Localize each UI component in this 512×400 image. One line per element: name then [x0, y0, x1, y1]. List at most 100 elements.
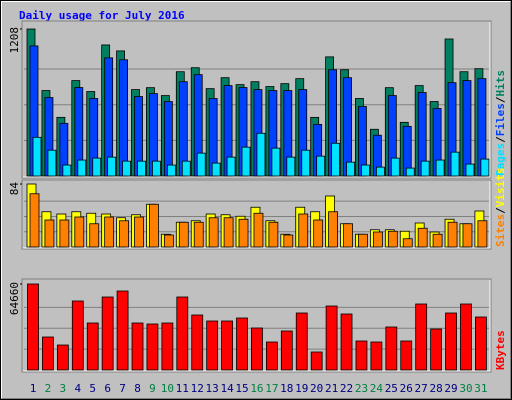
x-tick-label: 20	[310, 382, 323, 395]
bar	[146, 323, 159, 371]
bar	[430, 328, 443, 371]
x-tick-label: 30	[459, 382, 472, 395]
panel-bevel	[23, 280, 491, 372]
bar	[420, 160, 430, 177]
bar	[166, 164, 176, 177]
panel-bevel	[23, 181, 491, 249]
bar	[161, 322, 174, 371]
bar	[387, 230, 398, 248]
bar	[101, 296, 114, 371]
y-tick-label: 84	[8, 182, 21, 196]
x-tick-label: 16	[250, 382, 263, 395]
legend-separator: /	[494, 96, 507, 103]
legend-entry: Sites	[494, 214, 507, 247]
y-tick-label: 1208	[8, 27, 21, 54]
x-tick-label: 28	[429, 382, 442, 395]
x-tick-label: 7	[119, 382, 126, 395]
bar	[385, 326, 398, 371]
x-tick-label: 15	[235, 382, 248, 395]
bar	[460, 303, 472, 371]
x-tick-label: 4	[74, 382, 81, 395]
legend-entry: KBytes	[494, 330, 507, 370]
bar	[361, 164, 370, 177]
bar	[286, 156, 296, 177]
bar	[178, 221, 189, 248]
x-tick-label: 3	[60, 382, 67, 395]
bar	[181, 160, 191, 177]
bar	[375, 166, 385, 177]
bar	[241, 146, 251, 177]
bar	[32, 136, 42, 177]
x-tick-label: 26	[400, 382, 413, 395]
bar	[236, 317, 248, 371]
bar	[59, 219, 70, 248]
x-tick-label: 17	[265, 382, 278, 395]
bar	[256, 132, 266, 177]
x-tick-label: 8	[134, 382, 141, 395]
x-tick-label: 2	[45, 382, 52, 395]
x-tick-label: 5	[89, 382, 96, 395]
bar	[196, 152, 206, 177]
bar	[56, 344, 69, 371]
bar	[134, 216, 144, 248]
x-tick-label: 27	[415, 382, 428, 395]
bar	[343, 223, 353, 248]
chart-title: Daily usage for July 2016	[19, 9, 185, 22]
bar	[462, 80, 472, 177]
legend-entry: Files	[494, 103, 507, 136]
x-tick-label: 14	[220, 382, 234, 395]
bar	[238, 218, 249, 248]
x-tick-label: 21	[325, 382, 338, 395]
bar	[226, 156, 236, 177]
bar	[328, 211, 339, 248]
bar	[163, 234, 174, 248]
bar	[211, 162, 221, 177]
bar	[71, 300, 84, 371]
bar	[283, 234, 294, 248]
legend-entry: Hits	[494, 70, 507, 97]
bar	[462, 223, 473, 248]
bar	[343, 77, 352, 177]
legend-separator: /	[494, 136, 507, 143]
legend: Sites/Visits	[494, 168, 507, 248]
bar	[47, 149, 57, 177]
bar	[44, 219, 55, 248]
bar	[310, 351, 323, 371]
x-tick-label: 13	[206, 382, 219, 395]
bar	[447, 221, 458, 248]
bar	[253, 212, 264, 248]
bar	[390, 157, 400, 177]
x-tick-label: 11	[176, 382, 189, 395]
bar	[27, 283, 39, 371]
x-tick-label: 1	[30, 382, 37, 395]
bar	[474, 316, 487, 371]
x-tick-label: 23	[355, 382, 368, 395]
legend-entry: Visits	[494, 168, 507, 208]
bar	[331, 142, 341, 177]
bar	[445, 312, 457, 371]
bar	[280, 330, 293, 371]
bar	[191, 314, 204, 371]
bar	[92, 157, 102, 177]
bar	[206, 320, 219, 371]
bar	[432, 233, 443, 248]
bar	[340, 313, 353, 371]
bar	[316, 155, 326, 177]
legend-separator: /	[494, 207, 507, 214]
bar	[221, 320, 233, 371]
x-tick-label: 22	[340, 382, 353, 395]
bar	[29, 193, 40, 248]
bar	[301, 149, 311, 177]
bar	[325, 305, 338, 371]
y-tick-label: 64660	[8, 282, 21, 315]
legend: KBytes	[494, 330, 507, 370]
x-tick-label: 29	[444, 382, 457, 395]
legend-entry: Pages	[494, 143, 507, 176]
bar	[477, 220, 488, 248]
panel-bevel	[23, 22, 491, 178]
bar	[313, 219, 324, 248]
bar	[372, 231, 383, 248]
bar	[370, 341, 383, 371]
